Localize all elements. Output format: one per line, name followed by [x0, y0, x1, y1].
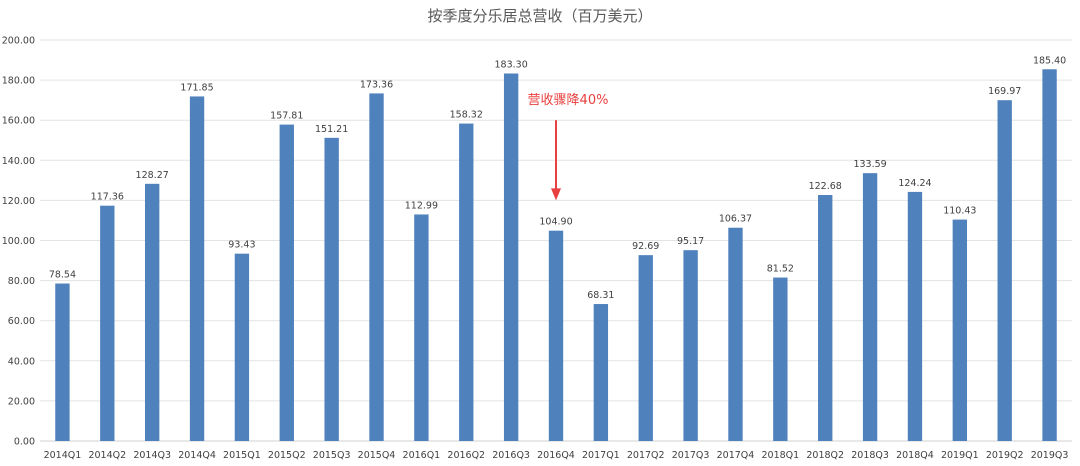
bar [189, 96, 205, 442]
y-tick-label: 120.00 [2, 196, 35, 207]
data-labels: 78.54 117.36 128.27 171.85 93.43 157.81 151.21… [49, 55, 1066, 301]
data-label: 173.36 [360, 79, 393, 90]
x-tick-label: 2016Q3 [492, 450, 530, 461]
data-label: 81.52 [767, 264, 794, 275]
data-label: 133.59 [853, 159, 886, 170]
x-axis: 2014Q1 2014Q2 2014Q3 2014Q4 2015Q1 2015Q2 2015… [44, 450, 1069, 461]
bar [369, 93, 384, 441]
y-tick-label: 160.00 [2, 116, 35, 127]
data-label: 171.85 [180, 82, 213, 93]
bar [683, 250, 698, 441]
bar [952, 219, 968, 441]
bar [907, 191, 923, 441]
x-tick-label: 2018Q4 [896, 450, 934, 461]
data-label: 185.40 [1033, 55, 1066, 66]
bar [144, 183, 160, 441]
bar [279, 124, 294, 442]
bar [818, 195, 833, 441]
x-tick-label: 2016Q2 [447, 450, 485, 461]
bar [503, 73, 519, 442]
bar [100, 205, 115, 441]
bar [728, 227, 743, 441]
x-tick-label: 2017Q1 [582, 450, 620, 461]
x-tick-label: 2019Q2 [986, 450, 1024, 461]
data-label: 169.97 [988, 86, 1021, 97]
y-tick-label: 20.00 [8, 396, 35, 407]
bar [773, 277, 788, 441]
data-label: 117.36 [91, 192, 124, 203]
data-label: 122.68 [809, 181, 842, 192]
data-label: 110.43 [943, 206, 976, 217]
x-tick-label: 2017Q3 [672, 450, 710, 461]
x-tick-label: 2019Q1 [941, 450, 979, 461]
data-label: 128.27 [136, 170, 169, 181]
data-label: 92.69 [632, 241, 659, 252]
x-tick-label: 2014Q4 [178, 450, 216, 461]
y-tick-label: 180.00 [2, 76, 35, 87]
x-tick-label: 2014Q1 [44, 450, 82, 461]
x-tick-label: 2015Q3 [313, 450, 351, 461]
data-label: 158.32 [450, 110, 483, 121]
x-tick-label: 2016Q4 [537, 450, 575, 461]
bar [234, 253, 250, 441]
data-label: 95.17 [677, 236, 704, 247]
bar [593, 304, 609, 441]
x-tick-label: 2015Q4 [358, 450, 396, 461]
bar [414, 214, 429, 441]
data-label: 157.81 [270, 111, 303, 122]
y-tick-label: 140.00 [2, 156, 35, 167]
y-tick-label: 40.00 [8, 356, 35, 367]
data-label: 93.43 [228, 240, 255, 251]
annotation: 营收骤降40% [528, 93, 609, 201]
bar [324, 137, 339, 441]
bar [548, 230, 564, 441]
y-tick-label: 80.00 [8, 276, 35, 287]
data-label: 104.90 [539, 217, 572, 228]
x-tick-label: 2014Q2 [88, 450, 126, 461]
x-tick-label: 2018Q3 [851, 450, 889, 461]
x-tick-label: 2015Q1 [223, 450, 261, 461]
y-tick-label: 100.00 [2, 236, 35, 247]
x-tick-label: 2019Q3 [1031, 450, 1069, 461]
data-label: 151.21 [315, 124, 348, 135]
x-tick-label: 2018Q1 [761, 450, 799, 461]
x-tick-label: 2018Q2 [806, 450, 844, 461]
x-tick-label: 2017Q2 [627, 450, 665, 461]
x-tick-label: 2017Q4 [717, 450, 755, 461]
bar [55, 283, 70, 441]
bars [55, 69, 1057, 442]
y-axis: 0.00 20.00 40.00 60.00 80.00 100.00 120.00 140.… [2, 36, 35, 448]
bar [862, 173, 878, 442]
data-label: 124.24 [898, 178, 931, 189]
bar [1042, 69, 1057, 441]
y-tick-label: 60.00 [8, 316, 35, 327]
bar [638, 255, 653, 441]
bar [997, 100, 1012, 442]
y-tick-label: 200.00 [2, 36, 35, 47]
bar [459, 123, 474, 442]
data-label: 183.30 [495, 59, 528, 70]
x-tick-label: 2016Q1 [403, 450, 441, 461]
data-label: 112.99 [405, 200, 438, 211]
x-tick-label: 2015Q2 [268, 450, 306, 461]
data-label: 68.31 [587, 290, 614, 301]
chart-title: 按季度分乐居总营收（百万美元） [427, 7, 652, 25]
annotation-arrow-head [551, 188, 561, 201]
x-tick-label: 2014Q3 [133, 450, 171, 461]
data-label: 106.37 [719, 214, 752, 225]
annotation-text: 营收骤降40% [528, 93, 609, 108]
data-label: 78.54 [49, 270, 76, 281]
y-tick-label: 0.00 [14, 437, 35, 448]
